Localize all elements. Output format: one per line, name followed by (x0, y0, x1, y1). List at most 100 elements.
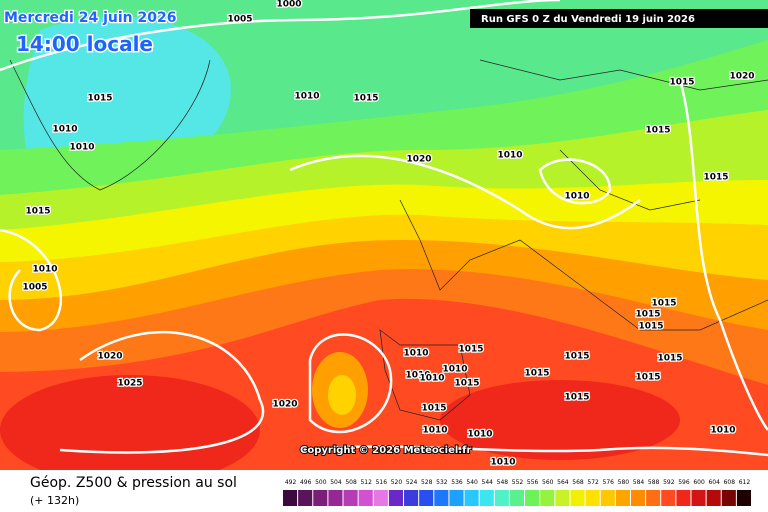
forecast-date: Mercredi 24 juin 2026 (4, 10, 176, 26)
isobar-label: 1015 (524, 369, 549, 379)
scale-swatch (555, 490, 570, 506)
scale-label: 552 (512, 479, 524, 486)
run-box (470, 9, 768, 28)
scale-swatch (646, 490, 661, 506)
isobar-label: 1010 (490, 458, 515, 468)
scale-label: 612 (739, 479, 751, 486)
run-info: Run GFS 0 Z du Vendredi 19 juin 2026 (481, 14, 695, 25)
scale-label: 500 (315, 479, 327, 486)
isobar-label: 1010 (69, 143, 94, 153)
scale-label: 548 (497, 479, 509, 486)
isobar-label: 1010 (419, 374, 444, 384)
isobars (0, 0, 768, 457)
scale-swatch (676, 490, 691, 506)
isobar-label: 1015 (353, 94, 378, 104)
scale-label: 588 (648, 479, 660, 486)
scale-swatch (509, 490, 525, 506)
scale-swatch (661, 490, 676, 506)
scale-label: 604 (708, 479, 720, 486)
scale-swatch (479, 490, 494, 506)
isobar-label: 1015 (669, 78, 694, 88)
scale-swatch (525, 490, 540, 506)
isobar-label: 1020 (729, 72, 754, 82)
isobar-label: 1020 (97, 352, 122, 362)
isobar-label: 1005 (227, 15, 252, 25)
isobar-label: 1015 (645, 126, 670, 136)
scale-label: 560 (542, 479, 554, 486)
scale-label: 556 (527, 479, 539, 486)
scale-swatch (464, 490, 479, 506)
isobar-label: 1015 (87, 94, 112, 104)
isobar-label: 1020 (406, 155, 431, 165)
color-scale: 492 496 500 504 508 512 516 520 524 528 532 536 540 5… (283, 479, 751, 506)
scale-swatch (434, 490, 449, 506)
scale-label: 524 (406, 479, 418, 486)
isobar-label: 1015 (635, 310, 660, 320)
isobar-label: 1015 (651, 299, 676, 309)
scale-swatch (630, 490, 646, 506)
isobar-label: 1010 (294, 92, 319, 102)
scale-label: 572 (587, 479, 599, 486)
isobar-label: 1010 (564, 192, 589, 202)
isobar-label: 1010 (710, 426, 735, 436)
scale-swatch (358, 490, 373, 506)
isobar-label: 1015 (638, 322, 663, 332)
isobar-label: 1015 (564, 352, 589, 362)
scale-label: 592 (663, 479, 675, 486)
isobar-label: 1010 (422, 426, 447, 436)
isobar-label: 1015 (703, 173, 728, 183)
scale-label: 528 (421, 479, 433, 486)
footer-title: Géop. Z500 & pression au sol (30, 475, 237, 491)
scale-label: 568 (572, 479, 584, 486)
scale-swatch (388, 490, 404, 506)
scale-swatch (691, 490, 706, 506)
scale-label: 600 (693, 479, 705, 486)
scale-label: 596 (678, 479, 690, 486)
scale-swatch (736, 490, 751, 506)
scale-label: 504 (330, 479, 342, 486)
lead-time: (+ 132h) (30, 494, 79, 507)
scale-label: 580 (618, 479, 630, 486)
isobar-label: 1010 (405, 371, 430, 381)
coastlines (9, 59, 768, 421)
scale-swatch (570, 490, 585, 506)
isobar-label: 1015 (657, 354, 682, 364)
scale-swatch (615, 490, 630, 506)
isobar-label: 1010 (467, 430, 492, 440)
scale-swatch (343, 490, 358, 506)
scale-label: 576 (603, 479, 615, 486)
scale-swatch (585, 490, 600, 506)
scale-label: 496 (300, 479, 312, 486)
scale-swatch (404, 490, 419, 506)
scale-swatch (313, 490, 328, 506)
isobar-label: 1015 (564, 393, 589, 403)
isobar-label: 1015 (635, 373, 660, 383)
isobar-label: 1010 (497, 151, 522, 161)
isobar-label: 1000 (276, 0, 301, 10)
scale-label: 532 (436, 479, 448, 486)
forecast-time: 14:00 locale (16, 32, 153, 56)
scale-swatch (373, 490, 388, 506)
scale-swatch (328, 490, 343, 506)
isobar-label: 1020 (272, 400, 297, 410)
scale-label: 540 (466, 479, 478, 486)
scale-swatch (419, 490, 434, 506)
scale-label: 536 (451, 479, 463, 486)
geopotential-fill (0, 16, 768, 485)
isobar-label: 1015 (421, 404, 446, 414)
isobar-label: 1010 (403, 349, 428, 359)
copyright: Copyright © 2026 Meteociel.fr (300, 445, 471, 456)
scale-label: 584 (633, 479, 645, 486)
scale-label: 512 (360, 479, 372, 486)
isobar-label: 1010 (32, 265, 57, 275)
scale-swatch (298, 490, 313, 506)
isobar-label: 1010 (442, 365, 467, 375)
scale-swatch (494, 490, 509, 506)
scale-label: 492 (285, 479, 297, 486)
isobar-label: 1015 (458, 345, 483, 355)
scale-label: 520 (391, 479, 403, 486)
isobar-label: 1010 (52, 125, 77, 135)
scale-swatch (283, 490, 298, 506)
